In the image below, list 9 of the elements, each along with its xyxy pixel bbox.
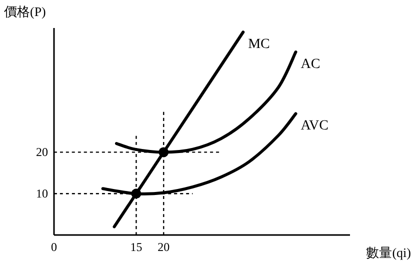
series-label: AC	[300, 57, 320, 72]
x-axis-title: 數量(qi)	[366, 245, 411, 260]
y-axis-title: 價格(P)	[4, 4, 46, 19]
series-label: AVC	[300, 118, 328, 134]
x-tick-label: 20	[158, 240, 170, 254]
y-tick-label: 10	[36, 186, 48, 201]
x-tick-label: 0	[51, 240, 57, 254]
x-tick-label: 15	[130, 240, 142, 254]
series-label: MC	[248, 37, 270, 52]
